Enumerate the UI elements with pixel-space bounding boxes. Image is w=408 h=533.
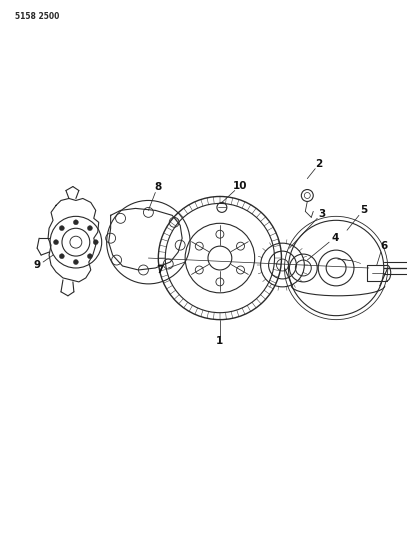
Text: 7: 7 — [157, 265, 164, 275]
Text: 5158 2500: 5158 2500 — [15, 12, 60, 21]
Circle shape — [53, 240, 58, 245]
Text: 8: 8 — [155, 182, 162, 191]
Text: 9: 9 — [33, 260, 41, 270]
Text: 10: 10 — [233, 181, 247, 191]
Text: 5: 5 — [360, 205, 368, 215]
Text: 6: 6 — [380, 241, 387, 251]
Circle shape — [59, 254, 64, 259]
Text: 3: 3 — [319, 209, 326, 220]
Circle shape — [93, 240, 98, 245]
Circle shape — [87, 254, 92, 259]
Circle shape — [87, 225, 92, 231]
Text: 2: 2 — [315, 159, 323, 169]
Circle shape — [73, 220, 78, 225]
Circle shape — [59, 225, 64, 231]
Text: 1: 1 — [216, 336, 224, 346]
Text: 4: 4 — [331, 233, 339, 243]
Circle shape — [73, 260, 78, 264]
